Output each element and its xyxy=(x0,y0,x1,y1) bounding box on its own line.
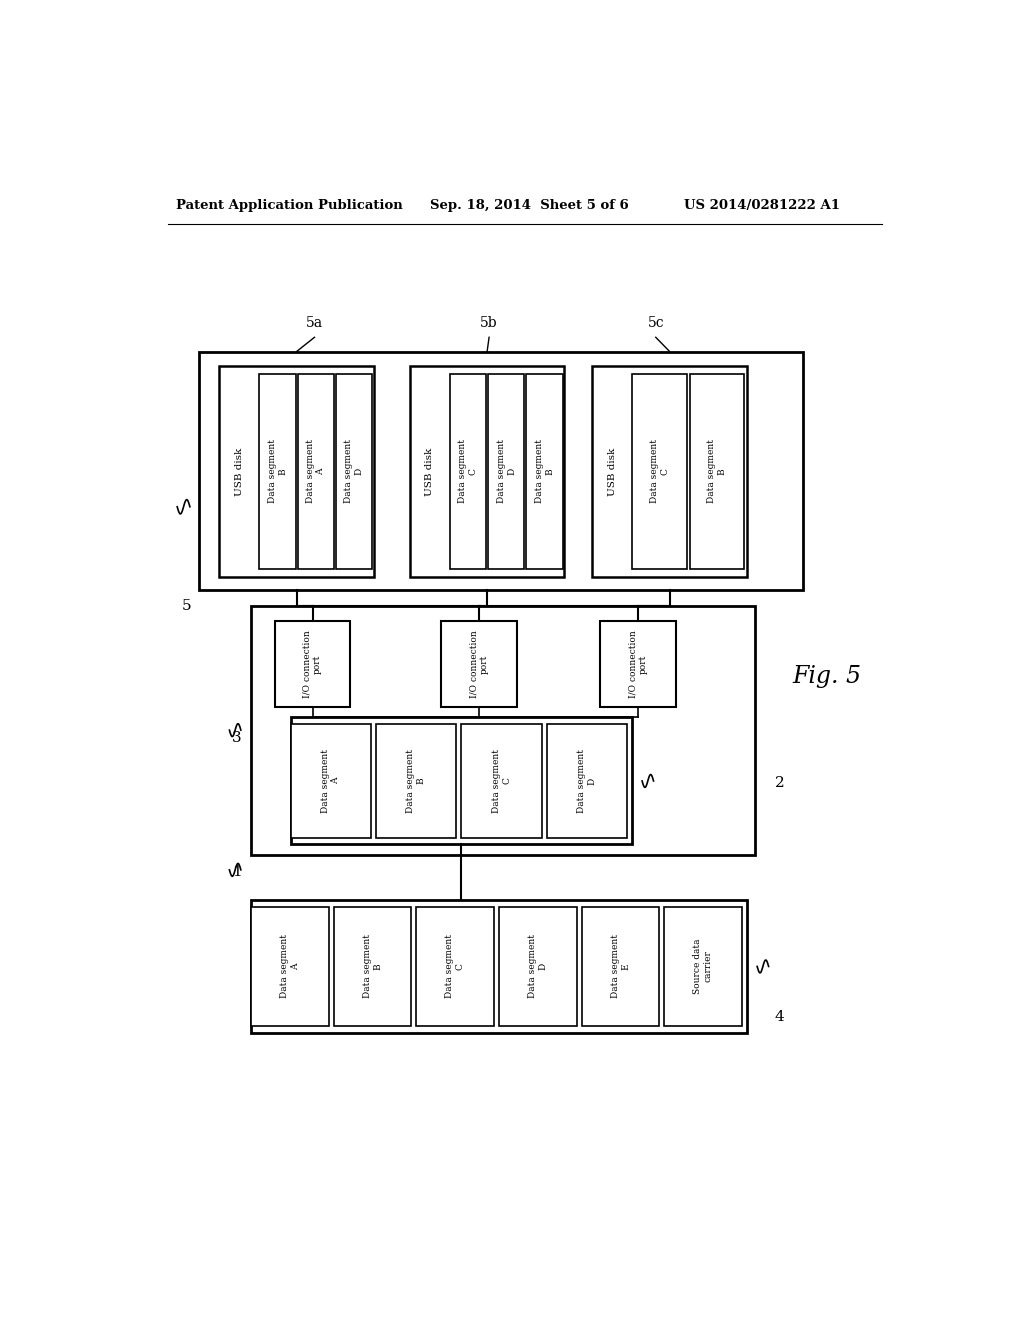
Bar xyxy=(488,374,524,569)
Text: Data segment
D: Data segment D xyxy=(497,440,516,503)
Text: 2: 2 xyxy=(775,776,784,791)
Text: Data segment
D: Data segment D xyxy=(528,935,548,998)
Text: Data segment
C: Data segment C xyxy=(459,440,478,503)
Text: Sep. 18, 2014  Sheet 5 of 6: Sep. 18, 2014 Sheet 5 of 6 xyxy=(430,199,629,213)
Bar xyxy=(200,351,803,590)
Text: USB disk: USB disk xyxy=(608,447,616,495)
Text: Data segment
C: Data segment C xyxy=(445,935,465,998)
Bar xyxy=(274,620,350,708)
Text: USB disk: USB disk xyxy=(425,447,434,495)
Text: Fig. 5: Fig. 5 xyxy=(792,665,861,688)
Text: Data segment
E: Data segment E xyxy=(611,935,630,998)
Bar xyxy=(251,606,755,854)
Text: 3: 3 xyxy=(231,731,242,744)
Text: 5b: 5b xyxy=(480,317,498,330)
Bar xyxy=(219,366,374,577)
Text: 5a: 5a xyxy=(306,317,323,330)
Text: Data segment
B: Data segment B xyxy=(407,748,426,813)
Bar xyxy=(633,374,687,569)
Text: 5c: 5c xyxy=(647,317,664,330)
Bar xyxy=(592,366,748,577)
Text: 4: 4 xyxy=(775,1010,784,1024)
Text: Data segment
C: Data segment C xyxy=(492,748,511,813)
Bar xyxy=(690,374,744,569)
Bar xyxy=(582,907,659,1026)
Text: Patent Application Publication: Patent Application Publication xyxy=(176,199,402,213)
Bar xyxy=(336,374,372,569)
Bar xyxy=(259,374,296,569)
Text: Data segment
A: Data segment A xyxy=(281,935,300,998)
Text: Data segment
D: Data segment D xyxy=(344,440,364,503)
Text: Data segment
B: Data segment B xyxy=(708,440,727,503)
Text: 5: 5 xyxy=(182,598,191,612)
Text: Data segment
B: Data segment B xyxy=(362,935,382,998)
Text: Data segment
C: Data segment C xyxy=(650,440,670,503)
Bar xyxy=(251,900,748,1032)
Bar xyxy=(251,907,329,1026)
Text: Data segment
B: Data segment B xyxy=(268,440,288,503)
Bar xyxy=(441,620,517,708)
Bar xyxy=(410,366,564,577)
Text: USB disk: USB disk xyxy=(234,447,244,495)
Text: Source data
carrier: Source data carrier xyxy=(693,939,713,994)
Bar xyxy=(334,907,412,1026)
Text: Data segment
D: Data segment D xyxy=(577,748,596,813)
Text: US 2014/0281222 A1: US 2014/0281222 A1 xyxy=(684,199,840,213)
Bar xyxy=(291,723,371,838)
Text: I/O connection
port: I/O connection port xyxy=(303,630,323,698)
Bar xyxy=(417,907,494,1026)
Bar xyxy=(450,374,486,569)
Bar xyxy=(665,907,742,1026)
Bar xyxy=(461,723,542,838)
Text: I/O connection
port: I/O connection port xyxy=(628,630,647,698)
Bar xyxy=(376,723,457,838)
Bar xyxy=(291,718,632,845)
Bar xyxy=(499,907,577,1026)
Bar xyxy=(526,374,562,569)
Bar xyxy=(298,374,334,569)
Text: Data segment
A: Data segment A xyxy=(322,748,341,813)
Text: Data segment
B: Data segment B xyxy=(535,440,554,503)
Text: I/O connection
port: I/O connection port xyxy=(469,630,488,698)
Text: 1: 1 xyxy=(231,865,242,879)
Text: Data segment
A: Data segment A xyxy=(306,440,326,503)
Bar xyxy=(547,723,627,838)
Bar xyxy=(600,620,676,708)
